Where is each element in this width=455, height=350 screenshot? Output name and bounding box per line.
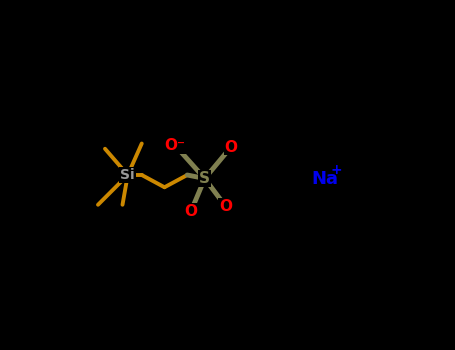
Text: Si: Si xyxy=(121,168,135,182)
Text: +: + xyxy=(331,163,342,177)
Text: Na: Na xyxy=(312,169,339,188)
Text: O: O xyxy=(184,204,197,219)
Text: O⁻: O⁻ xyxy=(165,138,186,153)
Text: O: O xyxy=(224,140,238,154)
Text: S: S xyxy=(199,171,210,186)
Text: O: O xyxy=(219,199,232,214)
